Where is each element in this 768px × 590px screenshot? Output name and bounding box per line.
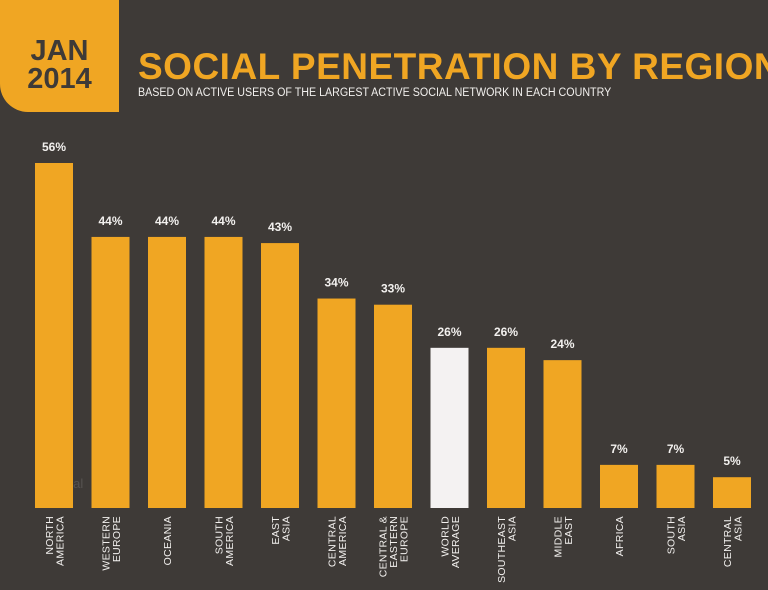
- bar-1: [91, 236, 130, 508]
- bar-10: [600, 464, 638, 508]
- data-label-6: 33%: [381, 282, 405, 296]
- category-label-12: CENTRAL: [722, 516, 734, 567]
- chart-title: SOCIAL PENETRATION BY REGION: [138, 46, 768, 87]
- category-label-1: WESTERN: [100, 516, 112, 571]
- data-label-12: 5%: [723, 454, 741, 468]
- data-label-0: 56%: [42, 140, 66, 154]
- category-label-5: AMERICA: [337, 516, 349, 566]
- bar-7: [430, 347, 469, 508]
- category-label-2: OCEANIA: [162, 516, 174, 565]
- category-label-4: EAST: [270, 516, 282, 545]
- data-label-7: 26%: [437, 325, 461, 339]
- date-badge: JAN 2014: [0, 0, 119, 112]
- category-label-11: SOUTH: [665, 516, 677, 554]
- data-label-9: 24%: [550, 337, 574, 351]
- category-label-6: EUROPE: [399, 516, 411, 562]
- category-label-8: ASIA: [506, 516, 518, 541]
- data-label-4: 43%: [268, 220, 292, 234]
- bar-12: [713, 477, 751, 508]
- bar-3: [204, 236, 243, 508]
- category-label-8: SOUTHEAST: [496, 516, 508, 583]
- data-label-11: 7%: [667, 442, 685, 456]
- bar-11: [656, 464, 695, 508]
- data-label-5: 34%: [324, 276, 348, 290]
- category-label-5: CENTRAL: [326, 516, 338, 567]
- bar-9: [543, 360, 582, 508]
- category-label-9: MIDDLE: [552, 516, 564, 557]
- category-label-9: EAST: [563, 516, 575, 545]
- data-label-2: 44%: [155, 214, 179, 228]
- bar-2: [148, 236, 186, 508]
- category-label-0: AMERICA: [54, 516, 66, 566]
- badge-month: JAN: [30, 35, 89, 67]
- bar-0: [35, 163, 73, 508]
- category-label-3: SOUTH: [213, 516, 225, 554]
- data-label-8: 26%: [494, 325, 518, 339]
- category-label-6: CENTRAL &: [378, 516, 390, 577]
- data-label-3: 44%: [211, 214, 235, 228]
- category-label-7: WORLD: [439, 516, 451, 557]
- category-label-0: NORTH: [44, 516, 56, 555]
- category-label-7: AVERAGE: [450, 516, 462, 568]
- category-label-4: ASIA: [280, 516, 292, 541]
- category-label-12: ASIA: [732, 516, 744, 541]
- category-label-3: AMERICA: [224, 516, 236, 566]
- category-label-6: EASTERN: [388, 516, 400, 568]
- badge-year: 2014: [27, 63, 92, 95]
- category-label-10: AFRICA: [614, 516, 626, 556]
- category-label-1: EUROPE: [111, 516, 123, 562]
- chart-subtitle: BASED ON ACTIVE USERS OF THE LARGEST ACT…: [138, 87, 612, 99]
- category-label-11: ASIA: [676, 516, 688, 541]
- bar-5: [317, 298, 356, 508]
- bar-6: [374, 304, 412, 508]
- bar-4: [261, 243, 299, 508]
- data-label-10: 7%: [610, 442, 628, 456]
- data-label-1: 44%: [98, 214, 122, 228]
- bar-8: [487, 347, 525, 508]
